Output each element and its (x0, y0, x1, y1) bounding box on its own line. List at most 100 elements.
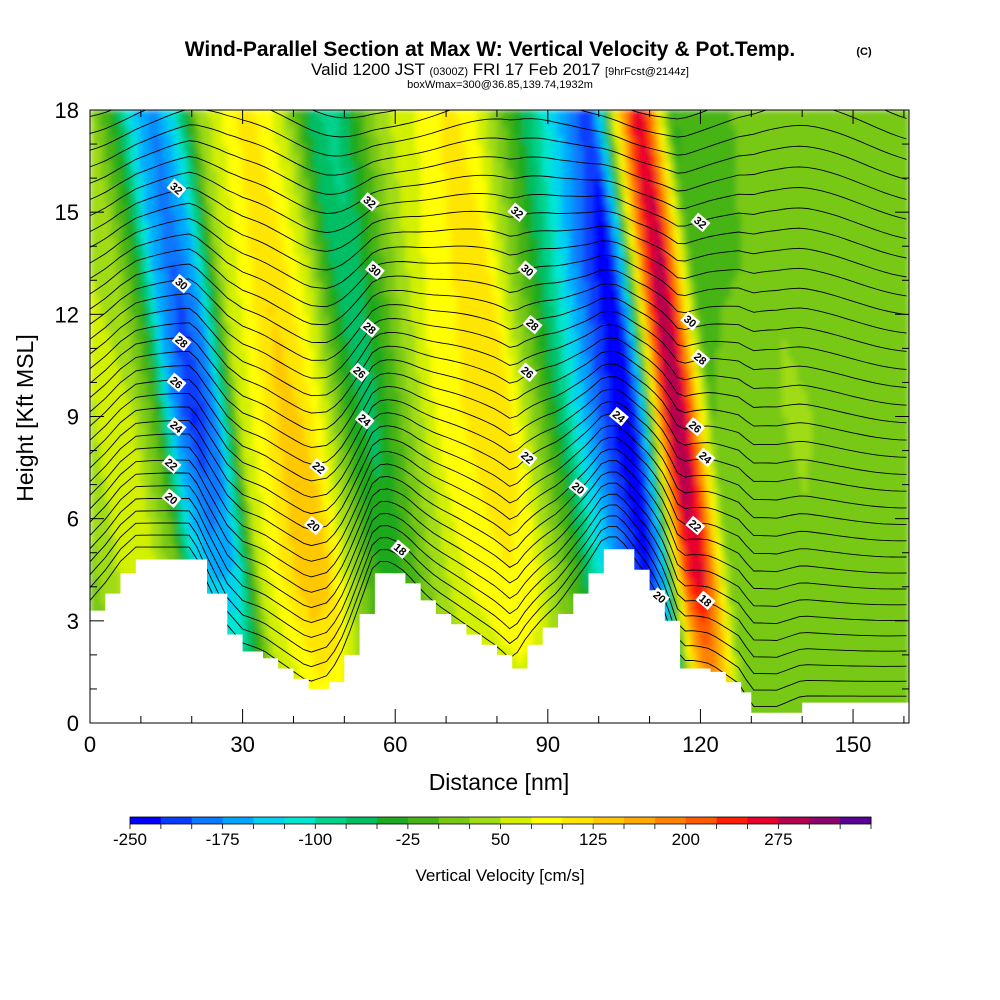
velocity-cell (420, 127, 427, 137)
velocity-cell (278, 442, 284, 452)
velocity-cell (105, 586, 111, 596)
velocity-cell (110, 322, 117, 332)
velocity-cell (110, 118, 117, 128)
velocity-cell (237, 416, 244, 426)
velocity-cell (410, 459, 417, 469)
velocity-cell (410, 237, 417, 247)
velocity-cell (191, 127, 198, 137)
velocity-cell (324, 178, 330, 188)
velocity-cell (115, 229, 122, 239)
velocity-cell (344, 382, 351, 392)
velocity-cell (313, 331, 320, 341)
velocity-cell (420, 535, 427, 545)
velocity-cell (115, 467, 122, 477)
velocity-cell (186, 135, 193, 145)
velocity-cell (308, 527, 315, 537)
velocity-cell (268, 110, 274, 120)
velocity-cell (318, 501, 325, 511)
velocity-cell (425, 459, 432, 469)
velocity-cell (410, 144, 417, 154)
velocity-cell (344, 501, 351, 511)
velocity-cell (329, 450, 335, 460)
velocity-cell (166, 152, 172, 162)
velocity-cell (308, 161, 315, 171)
velocity-cell (273, 373, 279, 384)
velocity-cell (400, 288, 406, 298)
velocity-cell (278, 195, 284, 205)
velocity-cell (217, 297, 223, 307)
velocity-cell (385, 135, 391, 145)
velocity-cell (100, 416, 106, 426)
velocity-cell (339, 425, 345, 435)
velocity-cell (344, 399, 351, 409)
velocity-cell (283, 365, 289, 375)
velocity-cell (308, 407, 315, 418)
velocity-cell (293, 407, 300, 418)
velocity-cell (329, 169, 335, 179)
velocity-cell (110, 433, 117, 443)
velocity-cell (207, 212, 213, 222)
velocity-cell (364, 331, 371, 341)
velocity-cell (140, 297, 147, 307)
velocity-cell (171, 399, 178, 409)
velocity-cell (232, 288, 239, 298)
velocity-cell (201, 399, 208, 409)
velocity-cell (140, 416, 147, 426)
velocity-cell (166, 246, 172, 256)
velocity-cell (95, 510, 101, 520)
velocity-cell (125, 493, 132, 503)
velocity-cell (420, 382, 427, 392)
velocity-cell (435, 348, 442, 358)
velocity-cell (425, 246, 432, 256)
velocity-cell (156, 254, 162, 264)
velocity-cell (227, 322, 234, 332)
velocity-cell (329, 195, 335, 205)
velocity-cell (257, 331, 264, 341)
velocity-cell (379, 280, 386, 290)
velocity-cell (247, 467, 254, 477)
velocity-cell (435, 220, 442, 230)
velocity-cell (201, 331, 208, 341)
velocity-cell (196, 339, 203, 349)
velocity-cell (222, 467, 228, 477)
velocity-cell (222, 263, 228, 273)
velocity-cell (374, 561, 381, 571)
velocity-cell (278, 484, 284, 494)
velocity-cell (288, 356, 295, 367)
velocity-cell (369, 595, 376, 605)
velocity-cell (283, 510, 289, 520)
velocity-cell (110, 425, 117, 435)
velocity-cell (161, 246, 167, 256)
velocity-cell (400, 527, 406, 537)
velocity-cell (313, 161, 320, 171)
velocity-cell (303, 127, 310, 137)
velocity-cell (379, 544, 386, 554)
velocity-cell (293, 595, 300, 605)
velocity-cell (140, 110, 147, 120)
velocity-cell (201, 263, 208, 273)
velocity-cell (227, 476, 234, 486)
velocity-cell (161, 195, 167, 205)
velocity-cell (344, 569, 351, 579)
velocity-cell (364, 365, 371, 375)
velocity-cell (354, 612, 361, 622)
velocity-cell (283, 161, 289, 171)
velocity-cell (308, 450, 315, 460)
velocity-cell (237, 220, 244, 230)
velocity-cell (100, 365, 106, 375)
velocity-cell (288, 501, 295, 511)
velocity-cell (171, 476, 178, 486)
velocity-cell (374, 510, 381, 520)
velocity-cell (329, 527, 335, 537)
velocity-cell (303, 407, 310, 418)
velocity-cell (349, 263, 356, 273)
velocity-cell (415, 203, 422, 213)
velocity-cell (95, 263, 101, 273)
velocity-cell (100, 161, 106, 171)
velocity-cell (90, 356, 96, 367)
velocity-cell (181, 467, 188, 477)
velocity-cell (212, 544, 218, 554)
velocity-cell (156, 527, 162, 537)
velocity-cell (410, 322, 417, 332)
velocity-cell (273, 535, 279, 545)
